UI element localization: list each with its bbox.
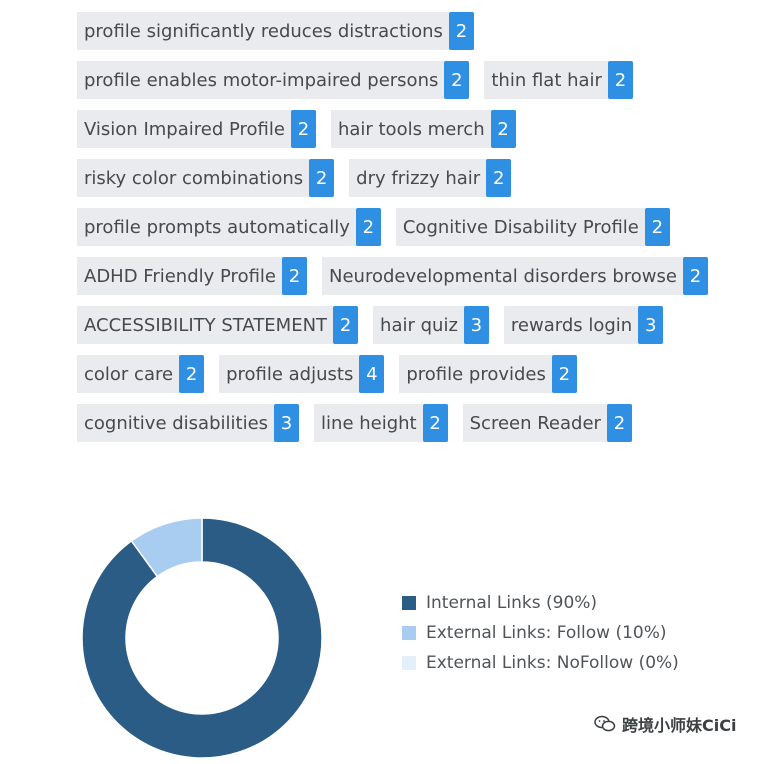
keyword-tag-count-badge: 2: [290, 110, 316, 148]
keyword-tag-count-badge: 3: [274, 404, 300, 442]
wechat-icon: [594, 715, 616, 732]
keyword-tag-label: rewards login: [510, 314, 633, 336]
legend-item[interactable]: Internal Links (90%): [402, 588, 679, 618]
keyword-tag-count-badge: 2: [606, 404, 632, 442]
keyword-tag-count-badge: 2: [644, 208, 670, 246]
keyword-tag-label: thin flat hair: [491, 69, 602, 91]
keyword-tag-count-badge: 2: [551, 355, 577, 393]
keyword-tag[interactable]: cognitive disabilities 3: [77, 404, 300, 442]
keyword-tag-label: profile enables motor-impaired persons: [84, 69, 439, 91]
legend-swatch: [402, 596, 416, 610]
keyword-tag-cloud: profile significantly reduces distractio…: [77, 12, 757, 453]
tag-row: ACCESSIBILITY STATEMENT 2 hair quiz 3 reward…: [77, 306, 757, 344]
keyword-tag[interactable]: profile significantly reduces distractio…: [77, 12, 474, 50]
keyword-tag-count-badge: 2: [355, 208, 381, 246]
keyword-tag[interactable]: dry frizzy hair 2: [349, 159, 512, 197]
keyword-tag-label: ACCESSIBILITY STATEMENT: [84, 314, 328, 336]
keyword-tag-label: line height: [321, 412, 417, 434]
legend-label: External Links: Follow (10%): [426, 623, 667, 643]
keyword-tag[interactable]: profile provides 2: [399, 355, 577, 393]
legend-item[interactable]: External Links: NoFollow (0%): [402, 648, 679, 678]
keyword-tag-label: Vision Impaired Profile: [84, 118, 285, 140]
keyword-tag-count-badge: 2: [607, 61, 633, 99]
legend-swatch: [402, 626, 416, 640]
keyword-tag[interactable]: Cognitive Disability Profile 2: [395, 208, 670, 246]
keyword-tag-count-badge: 2: [448, 12, 474, 50]
tag-row: Vision Impaired Profile 2 hair tools merch…: [77, 110, 757, 148]
keyword-tag[interactable]: Vision Impaired Profile 2: [77, 110, 316, 148]
watermark-text: 跨境小师妹CiCi: [622, 716, 737, 735]
keyword-tag-label: profile provides: [406, 363, 546, 385]
keyword-tag-label: Cognitive Disability Profile: [402, 216, 639, 238]
keyword-tag-label: hair quiz: [380, 314, 458, 336]
keyword-tag[interactable]: Neurodevelopmental disorders browse 2: [322, 257, 708, 295]
legend-item[interactable]: External Links: Follow (10%): [402, 618, 679, 648]
keyword-tag[interactable]: thin flat hair 2: [484, 61, 633, 99]
keyword-tag[interactable]: color care 2: [77, 355, 205, 393]
keyword-tag-label: color care: [84, 363, 174, 385]
donut-chart-svg: [81, 517, 323, 759]
legend-label: Internal Links (90%): [426, 593, 598, 613]
keyword-tag-count-badge: 4: [359, 355, 385, 393]
keyword-tag-count-badge: 2: [309, 159, 335, 197]
keyword-tag-count-badge: 2: [333, 306, 359, 344]
tag-row: profile enables motor-impaired persons 2 t…: [77, 61, 757, 99]
keyword-tag-label: dry frizzy hair: [356, 167, 481, 189]
keyword-tag[interactable]: hair quiz 3: [373, 306, 489, 344]
keyword-tag-count-badge: 2: [682, 257, 708, 295]
keyword-tag-count-badge: 2: [490, 110, 516, 148]
keyword-tag-label: ADHD Friendly Profile: [84, 265, 276, 287]
keyword-tag-label: Neurodevelopmental disorders browse: [329, 265, 677, 287]
keyword-tag-label: profile prompts automatically: [84, 216, 350, 238]
donut-slice[interactable]: [81, 517, 323, 759]
keyword-tag[interactable]: ACCESSIBILITY STATEMENT 2: [77, 306, 359, 344]
keyword-tag-count-badge: 2: [422, 404, 448, 442]
tag-row: risky color combinations 2 dry frizzy hair…: [77, 159, 757, 197]
keyword-tag[interactable]: hair tools merch 2: [330, 110, 516, 148]
keyword-tag-label: risky color combinations: [84, 167, 304, 189]
tag-row: cognitive disabilities 3 line height 2 Scree…: [77, 404, 757, 442]
tag-row: profile prompts automatically 2 Cognitive …: [77, 208, 757, 246]
keyword-tag-count-badge: 2: [444, 61, 470, 99]
keyword-tag-label: profile significantly reduces distractio…: [84, 20, 443, 42]
keyword-tag-count-badge: 3: [463, 306, 489, 344]
keyword-tag-count-badge: 2: [486, 159, 512, 197]
keyword-tag[interactable]: profile adjusts 4: [219, 355, 385, 393]
keyword-tag[interactable]: profile prompts automatically 2: [77, 208, 381, 246]
keyword-tag-count-badge: 2: [282, 257, 307, 295]
tag-row: profile significantly reduces distractio…: [77, 12, 757, 50]
keyword-tag-label: cognitive disabilities: [84, 412, 269, 434]
tag-row: ADHD Friendly Profile 2 Neurodevelopmental…: [77, 257, 757, 295]
links-donut-chart: [80, 516, 324, 760]
legend-swatch: [402, 656, 416, 670]
donut-slice[interactable]: [130, 517, 203, 578]
keyword-tag[interactable]: line height 2: [314, 404, 448, 442]
chart-legend: Internal Links (90%) External Links: Foll…: [402, 588, 679, 678]
keyword-tag[interactable]: risky color combinations 2: [77, 159, 335, 197]
keyword-tag[interactable]: profile enables motor-impaired persons 2: [77, 61, 470, 99]
keyword-tag-count-badge: 3: [638, 306, 664, 344]
tag-row: color care 2 profile adjusts 4 profile provi…: [77, 355, 757, 393]
keyword-tag-label: hair tools merch: [337, 118, 485, 140]
keyword-tag-label: Screen Reader: [469, 412, 601, 434]
keyword-tag-label: profile adjusts: [226, 363, 354, 385]
keyword-tag[interactable]: Screen Reader 2: [462, 404, 632, 442]
legend-label: External Links: NoFollow (0%): [426, 653, 679, 673]
keyword-tag[interactable]: ADHD Friendly Profile 2: [77, 257, 307, 295]
keyword-tag-count-badge: 2: [179, 355, 205, 393]
keyword-tag[interactable]: rewards login 3: [503, 306, 664, 344]
watermark: 跨境小师妹CiCi: [594, 712, 736, 736]
